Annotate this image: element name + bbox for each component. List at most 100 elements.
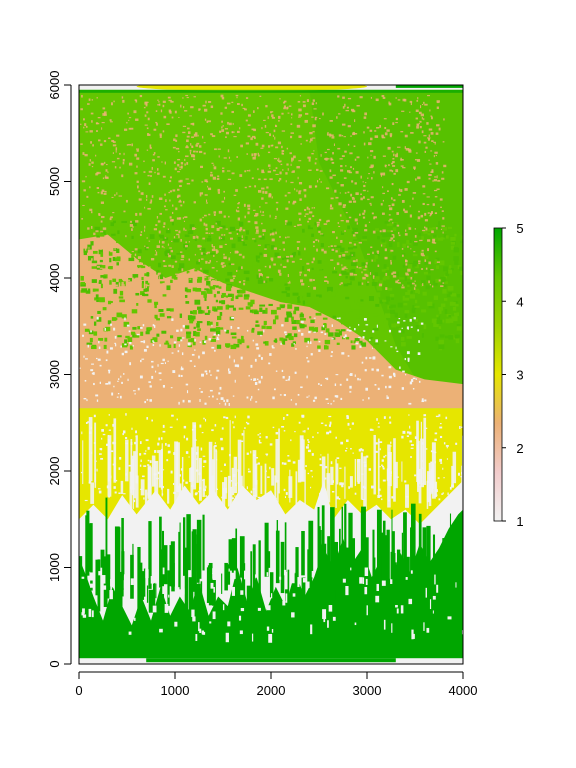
pixel-speckle (440, 462, 443, 464)
pixel-speckle (177, 336, 182, 342)
pixel-speckle (266, 626, 270, 631)
pixel-speckle (184, 216, 188, 218)
pixel-speckle (192, 341, 196, 346)
pixel-speckle (220, 94, 224, 98)
pixel-speckle (362, 485, 365, 489)
pixel-speckle (178, 531, 180, 588)
pixel-speckle (115, 479, 118, 482)
pixel-speckle (437, 237, 444, 241)
pixel-speckle (373, 434, 376, 495)
pixel-speckle (254, 185, 257, 188)
pixel-speckle (349, 428, 352, 430)
pixel-speckle (360, 197, 363, 201)
pixel-speckle (361, 262, 366, 267)
pixel-speckle (155, 499, 158, 502)
pixel-speckle (403, 303, 408, 306)
pixel-speckle (291, 343, 295, 347)
pixel-speckle (126, 144, 129, 146)
pixel-speckle (196, 278, 202, 283)
pixel-speckle (411, 277, 414, 280)
pixel-speckle (426, 196, 430, 198)
pixel-speckle (305, 446, 309, 449)
pixel-speckle (188, 339, 193, 342)
pixel-speckle (387, 499, 391, 502)
pixel-speckle (385, 164, 387, 166)
pixel-speckle (248, 470, 251, 473)
pixel-speckle (155, 575, 159, 584)
pixel-speckle (206, 321, 210, 326)
pixel-speckle (238, 615, 242, 621)
pixel-speckle (87, 103, 90, 105)
pixel-speckle (91, 161, 94, 164)
pixel-speckle (151, 375, 154, 379)
pixel-speckle (239, 174, 243, 177)
pixel-speckle (87, 228, 94, 234)
pixel-speckle (380, 494, 382, 498)
pixel-speckle (434, 574, 436, 585)
pixel-speckle (318, 383, 320, 385)
pixel-speckle (315, 274, 321, 278)
pixel-speckle (332, 230, 335, 234)
pixel-speckle (266, 283, 272, 289)
pixel-speckle (318, 253, 322, 257)
pixel-speckle (207, 187, 212, 191)
pixel-speckle (324, 495, 327, 497)
pixel-speckle (323, 250, 327, 254)
pixel-speckle (361, 282, 364, 285)
pixel-speckle (180, 374, 183, 377)
pixel-speckle (344, 103, 346, 107)
pixel-speckle (409, 381, 413, 385)
pixel-speckle (379, 343, 383, 348)
pixel-speckle (128, 464, 132, 467)
pixel-speckle (223, 416, 226, 419)
pixel-speckle (457, 472, 461, 476)
pixel-speckle (361, 473, 364, 475)
pixel-speckle (436, 314, 439, 318)
pixel-speckle (257, 244, 261, 246)
pixel-speckle (233, 426, 235, 429)
pixel-speckle (168, 99, 172, 102)
pixel-speckle (372, 230, 376, 234)
pixel-speckle (421, 480, 423, 482)
pixel-speckle (134, 392, 136, 395)
pixel-speckle (299, 271, 302, 274)
pixel-speckle (255, 227, 261, 232)
pixel-speckle (211, 324, 213, 327)
pixel-speckle (297, 247, 299, 250)
pixel-speckle (98, 490, 102, 494)
pixel-speckle (138, 190, 141, 193)
pixel-speckle (114, 284, 118, 286)
pixel-speckle (327, 131, 329, 134)
pixel-speckle (436, 124, 440, 127)
pixel-speckle (362, 189, 366, 192)
pixel-speckle (84, 499, 88, 502)
pixel-speckle (344, 230, 346, 232)
pixel-speckle (199, 193, 202, 197)
pixel-speckle (239, 221, 244, 227)
pixel-speckle (356, 105, 360, 107)
pixel-speckle (155, 370, 157, 373)
pixel-speckle (178, 230, 181, 234)
pixel-speckle (198, 108, 200, 112)
pixel-speckle (404, 210, 408, 214)
pixel-speckle (428, 128, 433, 131)
pixel-speckle (119, 299, 125, 303)
pixel-speckle (323, 618, 326, 623)
pixel-speckle (397, 282, 401, 284)
pixel-speckle (206, 497, 209, 499)
pixel-speckle (306, 357, 308, 359)
pixel-speckle (340, 239, 343, 243)
pixel-speckle (283, 248, 286, 251)
pixel-speckle (200, 165, 204, 169)
pixel-speckle (153, 473, 157, 476)
pixel-speckle (293, 333, 298, 338)
pixel-speckle (376, 334, 381, 338)
pixel-speckle (364, 586, 368, 595)
pixel-speckle (290, 573, 295, 584)
pixel-speckle (284, 331, 287, 334)
pixel-speckle (119, 571, 123, 614)
pixel-speckle (94, 226, 100, 231)
pixel-speckle (121, 343, 128, 348)
pixel-speckle (162, 294, 167, 297)
pixel-speckle (287, 459, 291, 462)
